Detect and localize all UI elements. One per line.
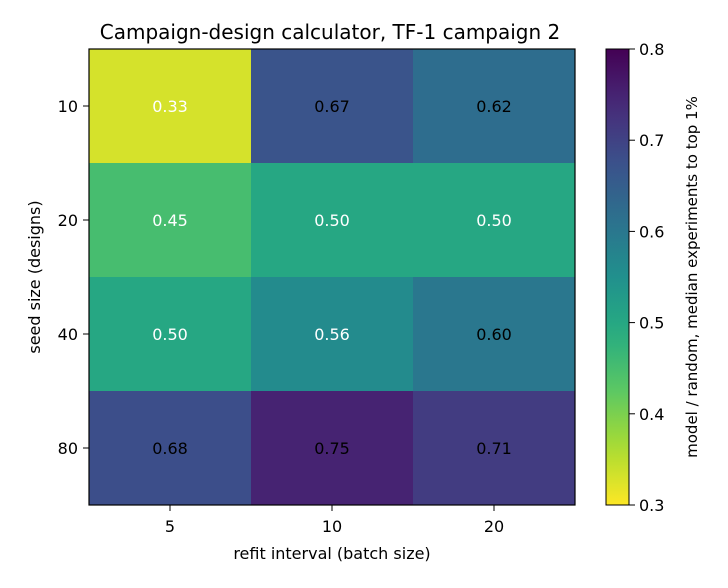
colorbar-tick-label: 0.5 bbox=[639, 314, 664, 333]
x-tick-label: 5 bbox=[165, 517, 175, 536]
heatmap-cell bbox=[413, 49, 576, 164]
y-tick-label: 20 bbox=[58, 211, 78, 230]
colorbar-tick-label: 0.6 bbox=[639, 222, 664, 241]
cell-value-label: 0.50 bbox=[152, 325, 188, 344]
colorbar-ticks: 0.3 0.4 0.5 0.6 0.7 0.8 bbox=[629, 40, 664, 515]
cell-value-label: 0.50 bbox=[314, 211, 350, 230]
y-tick-label: 40 bbox=[58, 325, 78, 344]
heatmap-cell bbox=[251, 391, 414, 506]
heatmap-cell bbox=[413, 163, 576, 278]
cell-value-label: 0.56 bbox=[314, 325, 350, 344]
colorbar-tick-label: 0.7 bbox=[639, 131, 664, 150]
colorbar-tick-label: 0.8 bbox=[639, 40, 664, 59]
heatmap-cell bbox=[89, 163, 252, 278]
heatmap-cell bbox=[251, 49, 414, 164]
cell-value-label: 0.62 bbox=[476, 97, 512, 116]
cell-labels: 0.33 0.67 0.62 0.45 0.50 0.50 0.50 0.56 0.60 0.68… bbox=[152, 97, 512, 458]
cell-value-label: 0.50 bbox=[476, 211, 512, 230]
heatmap-cell bbox=[89, 277, 252, 392]
heatmap-cell bbox=[89, 49, 252, 164]
cell-value-label: 0.45 bbox=[152, 211, 188, 230]
colorbar bbox=[605, 48, 630, 506]
x-axis-label: refit interval (batch size) bbox=[233, 544, 430, 563]
y-axis-ticks: 10 20 40 80 bbox=[58, 97, 89, 458]
y-tick-label: 10 bbox=[58, 97, 78, 116]
colorbar-label: model / random, median experiments to to… bbox=[683, 96, 701, 458]
cell-value-label: 0.33 bbox=[152, 97, 188, 116]
heatmap-cell bbox=[251, 163, 414, 278]
cell-value-label: 0.68 bbox=[152, 439, 188, 458]
heatmap-cell bbox=[251, 277, 414, 392]
cell-value-label: 0.60 bbox=[476, 325, 512, 344]
heatmap-cells bbox=[89, 49, 576, 506]
cell-value-label: 0.67 bbox=[314, 97, 350, 116]
y-tick-label: 80 bbox=[58, 439, 78, 458]
x-tick-label: 20 bbox=[484, 517, 504, 536]
heatmap-cell bbox=[413, 277, 576, 392]
heatmap-cell bbox=[413, 391, 576, 506]
x-tick-label: 10 bbox=[322, 517, 342, 536]
heatmap-cell bbox=[89, 391, 252, 506]
cell-value-label: 0.75 bbox=[314, 439, 350, 458]
x-axis-ticks: 5 10 20 bbox=[165, 505, 504, 536]
cell-value-label: 0.71 bbox=[476, 439, 512, 458]
chart-title: Campaign-design calculator, TF-1 campaig… bbox=[100, 20, 561, 44]
colorbar-tick-label: 0.3 bbox=[639, 496, 664, 515]
y-axis-label: seed size (designs) bbox=[25, 200, 44, 353]
colorbar-tick-label: 0.4 bbox=[639, 405, 664, 424]
